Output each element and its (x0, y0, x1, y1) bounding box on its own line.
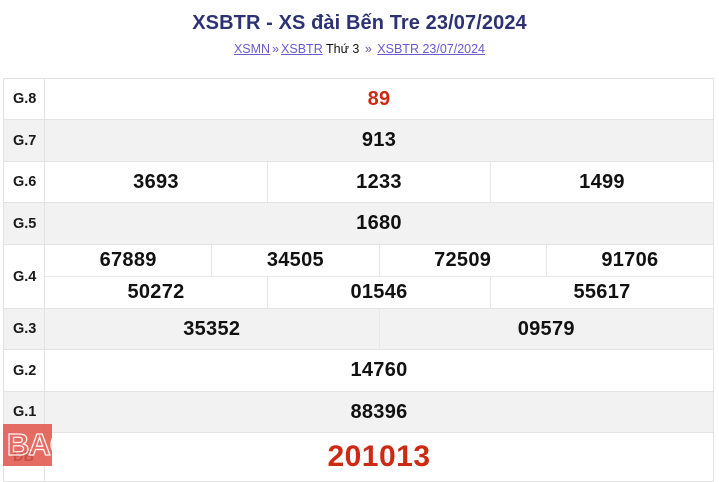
prize-number: 201013 (327, 440, 431, 473)
prize-line: 201013 (45, 433, 713, 481)
prize-number: 913 (361, 129, 397, 151)
table-row: G.6 3693 1233 1499 (4, 162, 713, 203)
prize-line: 67889 34505 72509 91706 (45, 245, 713, 276)
lottery-result-table: G.8 89 G.7 913 G.6 3693 1233 1499 G.5 1680 G.4 6788… (3, 78, 714, 482)
prize-number: 89 (367, 87, 391, 110)
prize-number: 1680 (356, 212, 402, 234)
prize-number: 91706 (545, 245, 713, 276)
prize-label: G.5 (4, 203, 45, 244)
breadcrumb-weekday: Thứ 3 (325, 42, 360, 56)
prize-cells: 14760 (45, 350, 713, 391)
table-row: G.4 67889 34505 72509 91706 50272 01546 55617 (4, 245, 713, 309)
prize-cells: 3693 1233 1499 (45, 162, 713, 202)
prize-number: 50272 (127, 281, 185, 303)
breadcrumb-separator-2: » (364, 42, 372, 56)
table-row: G.2 14760 (4, 350, 713, 392)
table-row: ĐB 201013 (4, 433, 713, 482)
prize-label: G.2 (4, 350, 45, 391)
prize-line: 35352 09579 (45, 309, 713, 349)
prize-number: 55617 (490, 277, 713, 308)
prize-number: 01546 (267, 277, 490, 308)
table-row: G.7 913 (4, 120, 713, 162)
prize-number: 1499 (490, 162, 713, 202)
prize-line: 913 (45, 120, 713, 161)
breadcrumb-link-date[interactable]: XSBTR 23/07/2024 (377, 42, 486, 56)
prize-label: G.1 (4, 392, 45, 432)
prize-line: 89 (45, 79, 713, 119)
prize-label: G.3 (4, 309, 45, 349)
breadcrumb-link-province[interactable]: XSBTR (281, 42, 323, 56)
page-title: XSBTR - XS đài Bến Tre 23/07/2024 (192, 12, 527, 34)
prize-line: 88396 (45, 392, 713, 432)
prize-cells: 88396 (45, 392, 713, 432)
table-row: G.5 1680 (4, 203, 713, 245)
prize-number: 09579 (378, 309, 714, 349)
breadcrumb-link-region[interactable]: XSMN (233, 42, 271, 56)
prize-label: G.6 (4, 162, 45, 202)
prize-number: 1233 (267, 162, 490, 202)
prize-cells: 201013 (45, 433, 713, 481)
page-header: XSBTR - XS đài Bến Tre 23/07/2024 XSMN» X… (0, 0, 719, 57)
prize-label: G.4 (4, 245, 45, 308)
prize-line: 1680 (45, 203, 713, 244)
prize-number: 34505 (211, 245, 378, 276)
table-row: G.3 35352 09579 (4, 309, 713, 350)
prize-cells: 67889 34505 72509 91706 50272 01546 55617 (45, 245, 713, 308)
prize-number: 14760 (350, 359, 408, 381)
prize-number: 35352 (183, 317, 241, 340)
prize-cells: 35352 09579 (45, 309, 713, 349)
prize-number: 67889 (99, 249, 157, 271)
prize-cells: 89 (45, 79, 713, 119)
prize-line: 3693 1233 1499 (45, 162, 713, 202)
prize-number: 88396 (350, 400, 408, 423)
table-row: G.1 88396 (4, 392, 713, 433)
prize-cells: 913 (45, 120, 713, 161)
prize-number: 3693 (133, 170, 179, 193)
prize-label: G.8 (4, 79, 45, 119)
breadcrumb-separator-1: » (272, 42, 280, 56)
prize-label: G.7 (4, 120, 45, 161)
prize-cells: 1680 (45, 203, 713, 244)
prize-number: 72509 (378, 245, 546, 276)
prize-line: 14760 (45, 350, 713, 391)
prize-line: 50272 01546 55617 (45, 276, 713, 308)
table-row: G.8 89 (4, 79, 713, 120)
breadcrumb: XSMN» XSBTR Thứ 3 » XSBTR 23/07/2024 (0, 42, 719, 57)
prize-label: ĐB (4, 433, 45, 481)
